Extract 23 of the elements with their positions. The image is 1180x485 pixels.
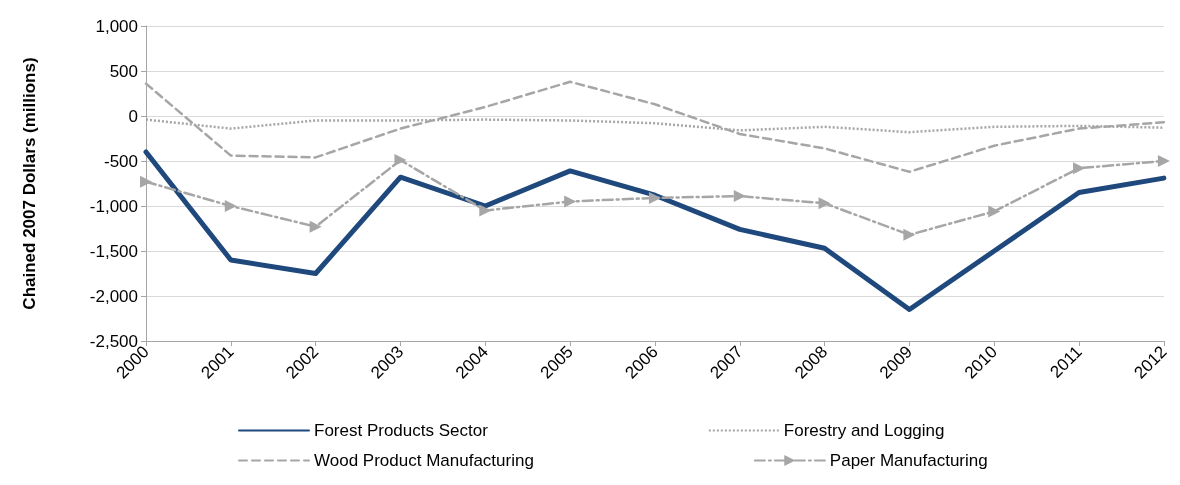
legend-label: Paper Manufacturing: [829, 451, 988, 470]
point: [1157, 155, 1170, 167]
point: [309, 220, 322, 233]
point: [564, 195, 577, 208]
point: [648, 191, 661, 204]
y-axis-title: Chained 2007 Dollars (millions): [20, 57, 39, 310]
point: [903, 228, 916, 241]
y-tick-label: 0: [128, 106, 138, 126]
y-tick-label: 500: [109, 61, 138, 81]
point: [988, 205, 1001, 218]
y-tick-label: -1,000: [89, 196, 138, 216]
point: [733, 190, 746, 203]
point: [224, 200, 237, 212]
legend-label: Wood Product Manufacturing: [314, 451, 534, 470]
point: [140, 175, 152, 188]
legend-label: Forest Products Sector: [314, 421, 489, 440]
y-tick-label: -2,000: [89, 286, 138, 306]
point: [394, 154, 407, 167]
y-tick-label: 1,000: [95, 16, 138, 36]
legend-label: Forestry and Logging: [783, 421, 945, 440]
y-tick-label: -500: [103, 151, 138, 171]
y-tick-label: -1,500: [89, 241, 138, 261]
point: [818, 197, 831, 210]
